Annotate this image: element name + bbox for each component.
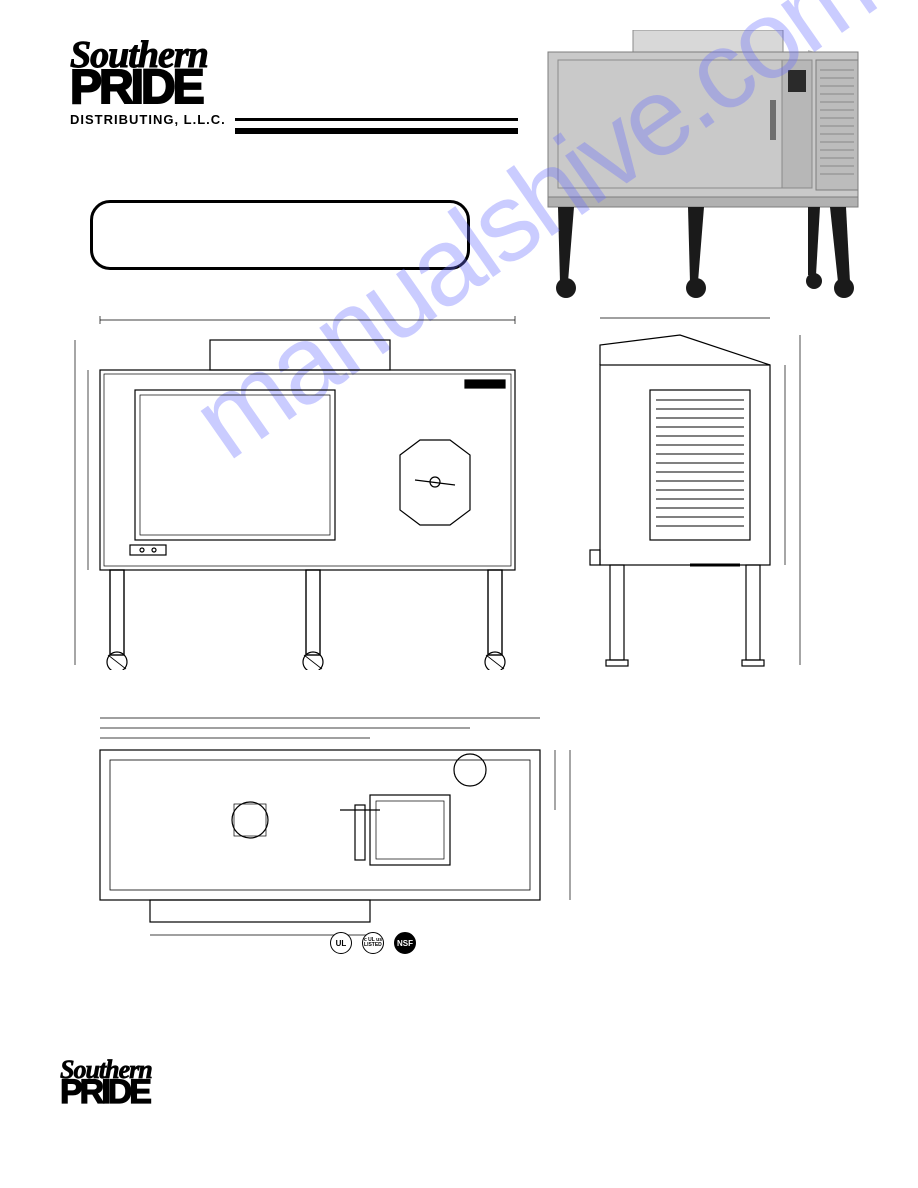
- top-view-drawing: [70, 710, 590, 950]
- footer-brand-logo: Southern PRIDE: [60, 1060, 152, 1107]
- front-view-drawing: [70, 310, 540, 670]
- culus-icon: c UL usLISTED: [362, 932, 384, 954]
- header-rule-thick: [235, 128, 518, 134]
- ul-icon: UL: [330, 932, 352, 954]
- product-photo: [538, 30, 868, 300]
- certification-icons: UL c UL usLISTED NSF: [330, 932, 416, 954]
- logo-tagline: DISTRIBUTING, L.L.C.: [70, 112, 226, 127]
- model-label-box: [90, 200, 470, 270]
- header: Southern PRIDE DISTRIBUTING, L.L.C.: [60, 40, 858, 310]
- nsf-icon: NSF: [394, 932, 416, 954]
- drawings-region: manualshive.com: [60, 310, 858, 950]
- brand-logo: Southern PRIDE DISTRIBUTING, L.L.C.: [70, 40, 226, 127]
- footer-logo-line-2: PRIDE: [60, 1077, 152, 1108]
- side-view-drawing: [560, 310, 810, 690]
- header-rule-thin: [235, 118, 518, 121]
